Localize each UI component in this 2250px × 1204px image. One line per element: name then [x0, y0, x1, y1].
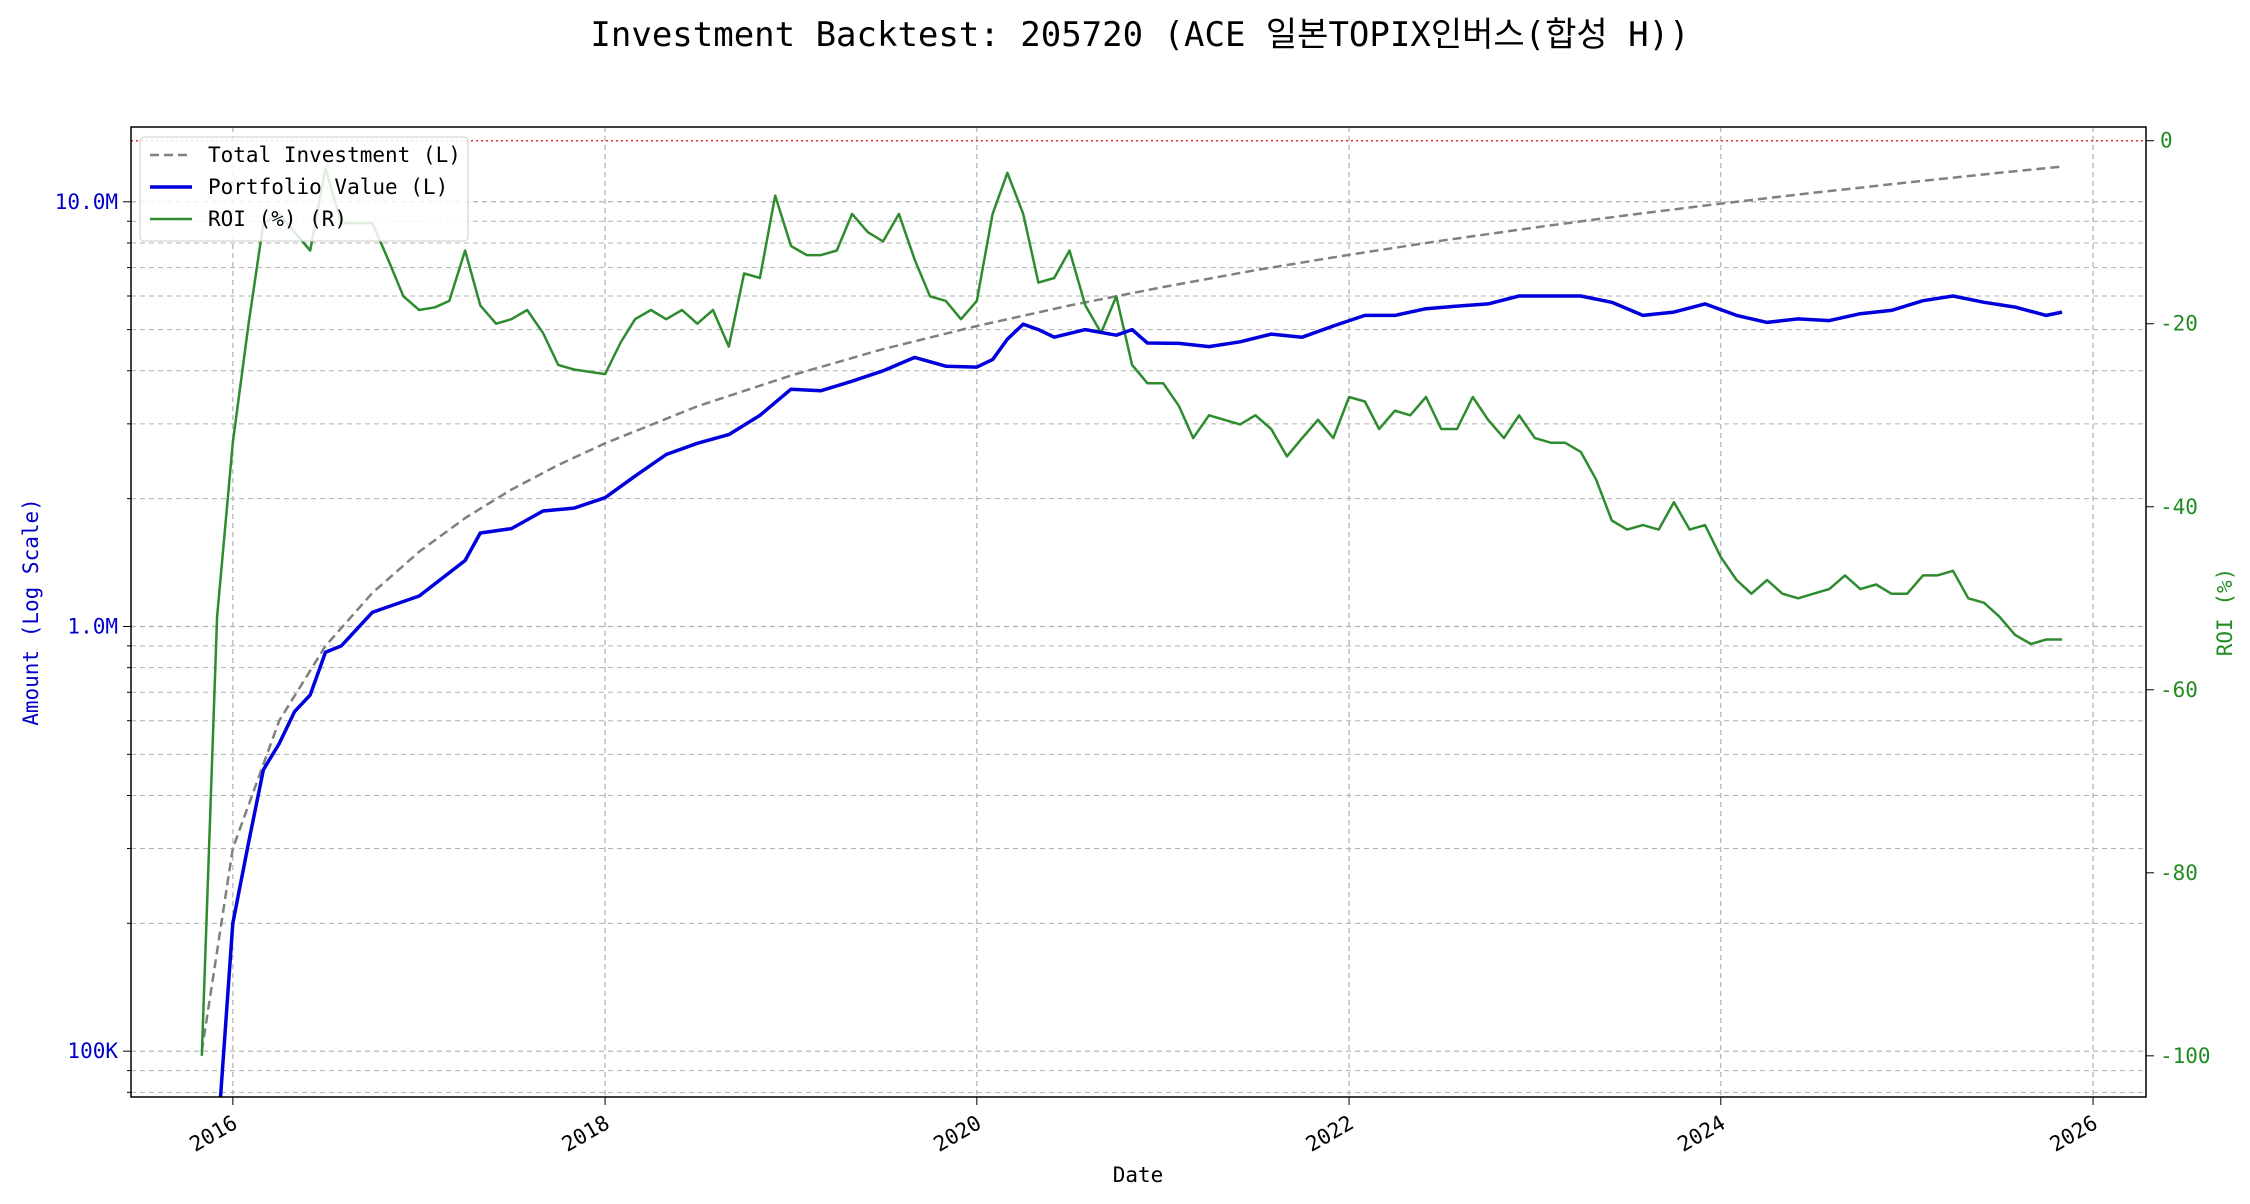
legend: Total Investment (L) Portfolio Value (L)… — [139, 136, 469, 242]
y-left-tick-label: 1.0M — [67, 614, 118, 638]
y-right-tick-label: -40 — [2160, 495, 2198, 519]
y-right-tick-label: -60 — [2160, 678, 2198, 702]
portfolio-value-line — [218, 294, 2063, 1097]
y-right-tick-label: -80 — [2160, 861, 2198, 885]
legend-label-roi: ROI (%) (R) — [208, 207, 347, 231]
y-right-tick-label: 0 — [2160, 129, 2173, 153]
series-layer — [131, 139, 2146, 1097]
x-tick-label: 2020 — [930, 1111, 986, 1157]
y-right-tick-label: -20 — [2160, 312, 2198, 336]
x-tick-label: 2026 — [2046, 1111, 2102, 1157]
axes-layer: 100K 1.0M 10.0M 2016 2018 2020 2022 2024 2026 0 -2… — [55, 129, 2211, 1157]
y-left-tick-label: 10.0M — [55, 190, 118, 214]
x-tick-label: 2022 — [1302, 1111, 1358, 1157]
x-tick-label: 2016 — [186, 1111, 242, 1157]
y-right-tick-label: -100 — [2160, 1044, 2211, 1068]
x-tick-label: 2018 — [558, 1111, 614, 1157]
chart-title: Investment Backtest: 205720 (ACE 일본TOPIX… — [590, 15, 1689, 55]
y-left-tick-label: 100K — [67, 1039, 118, 1063]
x-tick-label: 2024 — [1673, 1111, 1729, 1157]
legend-label-total-investment: Total Investment (L) — [208, 143, 461, 167]
roi-line — [200, 166, 2062, 1056]
y-left-axis-label: Amount (Log Scale) — [19, 498, 43, 726]
plot-frame — [130, 126, 2147, 1098]
y-right-axis-label: ROI (%) — [2213, 568, 2237, 657]
legend-box — [139, 136, 469, 242]
total-investment-line — [200, 165, 2063, 1052]
grid-layer — [131, 127, 2146, 1097]
legend-label-portfolio-value: Portfolio Value (L) — [208, 175, 448, 199]
x-axis-label: Date — [1113, 1163, 1164, 1187]
